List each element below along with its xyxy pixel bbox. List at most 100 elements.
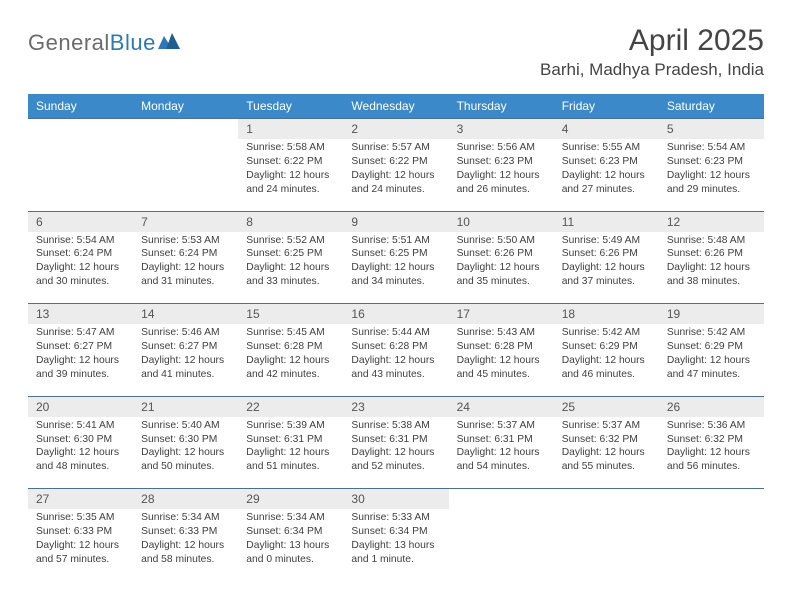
daylight-line1: Daylight: 12 hours [141, 354, 230, 368]
day-cell: Sunrise: 5:41 AMSunset: 6:30 PMDaylight:… [28, 417, 133, 489]
day-cell: Sunrise: 5:44 AMSunset: 6:28 PMDaylight:… [343, 324, 448, 396]
day-cell: Sunrise: 5:57 AMSunset: 6:22 PMDaylight:… [343, 139, 448, 211]
sunrise-text: Sunrise: 5:48 AM [667, 234, 756, 248]
day-number: 14 [133, 304, 238, 325]
day-number: 30 [343, 489, 448, 510]
day-cell: Sunrise: 5:49 AMSunset: 6:26 PMDaylight:… [554, 232, 659, 304]
day-cell: Sunrise: 5:47 AMSunset: 6:27 PMDaylight:… [28, 324, 133, 396]
day-cell [554, 509, 659, 581]
day-number: 24 [449, 396, 554, 417]
sunrise-text: Sunrise: 5:44 AM [351, 326, 440, 340]
day-cell [28, 139, 133, 211]
day-number: 18 [554, 304, 659, 325]
day-cell: Sunrise: 5:56 AMSunset: 6:23 PMDaylight:… [449, 139, 554, 211]
day-number: 23 [343, 396, 448, 417]
daylight-line1: Daylight: 12 hours [351, 261, 440, 275]
sunset-text: Sunset: 6:32 PM [562, 433, 651, 447]
day-number: 28 [133, 489, 238, 510]
daylight-line1: Daylight: 12 hours [562, 169, 651, 183]
sunset-text: Sunset: 6:22 PM [351, 155, 440, 169]
daylight-line1: Daylight: 12 hours [457, 261, 546, 275]
daylight-line2: and 50 minutes. [141, 460, 230, 474]
day-cell: Sunrise: 5:45 AMSunset: 6:28 PMDaylight:… [238, 324, 343, 396]
day-number: 20 [28, 396, 133, 417]
sunset-text: Sunset: 6:32 PM [667, 433, 756, 447]
day-number: 7 [133, 211, 238, 232]
day-number: 12 [659, 211, 764, 232]
sunrise-text: Sunrise: 5:55 AM [562, 141, 651, 155]
sunrise-text: Sunrise: 5:46 AM [141, 326, 230, 340]
daylight-line2: and 47 minutes. [667, 368, 756, 382]
daylight-line2: and 43 minutes. [351, 368, 440, 382]
day-header: Thursday [449, 94, 554, 119]
sunset-text: Sunset: 6:23 PM [667, 155, 756, 169]
day-cell: Sunrise: 5:38 AMSunset: 6:31 PMDaylight:… [343, 417, 448, 489]
day-cell: Sunrise: 5:37 AMSunset: 6:32 PMDaylight:… [554, 417, 659, 489]
sunrise-text: Sunrise: 5:57 AM [351, 141, 440, 155]
daylight-line2: and 0 minutes. [246, 553, 335, 567]
sunrise-text: Sunrise: 5:37 AM [457, 419, 546, 433]
header: GeneralBlue April 2025 Barhi, Madhya Pra… [28, 24, 764, 80]
daylight-line2: and 54 minutes. [457, 460, 546, 474]
day-cell: Sunrise: 5:37 AMSunset: 6:31 PMDaylight:… [449, 417, 554, 489]
triangle-icon [158, 33, 180, 54]
calendar-table: SundayMondayTuesdayWednesdayThursdayFrid… [28, 94, 764, 581]
daylight-line1: Daylight: 12 hours [667, 446, 756, 460]
sunset-text: Sunset: 6:28 PM [246, 340, 335, 354]
logo: GeneralBlue [28, 30, 180, 56]
day-header: Wednesday [343, 94, 448, 119]
daylight-line2: and 1 minute. [351, 553, 440, 567]
daylight-line2: and 29 minutes. [667, 183, 756, 197]
sunset-text: Sunset: 6:28 PM [457, 340, 546, 354]
day-number [554, 489, 659, 510]
sunset-text: Sunset: 6:34 PM [351, 525, 440, 539]
sunset-text: Sunset: 6:33 PM [36, 525, 125, 539]
sunrise-text: Sunrise: 5:35 AM [36, 511, 125, 525]
daylight-line1: Daylight: 12 hours [36, 354, 125, 368]
sunset-text: Sunset: 6:30 PM [141, 433, 230, 447]
sunrise-text: Sunrise: 5:40 AM [141, 419, 230, 433]
daylight-line2: and 33 minutes. [246, 275, 335, 289]
day-cell: Sunrise: 5:58 AMSunset: 6:22 PMDaylight:… [238, 139, 343, 211]
sunrise-text: Sunrise: 5:47 AM [36, 326, 125, 340]
sunset-text: Sunset: 6:23 PM [457, 155, 546, 169]
daylight-line1: Daylight: 12 hours [246, 446, 335, 460]
sunrise-text: Sunrise: 5:41 AM [36, 419, 125, 433]
daylight-line1: Daylight: 12 hours [36, 446, 125, 460]
day-cell: Sunrise: 5:35 AMSunset: 6:33 PMDaylight:… [28, 509, 133, 581]
location: Barhi, Madhya Pradesh, India [540, 60, 764, 80]
logo-text: GeneralBlue [28, 30, 156, 56]
daylight-line1: Daylight: 12 hours [562, 446, 651, 460]
day-header: Friday [554, 94, 659, 119]
daylight-line2: and 41 minutes. [141, 368, 230, 382]
day-cell: Sunrise: 5:51 AMSunset: 6:25 PMDaylight:… [343, 232, 448, 304]
day-number: 10 [449, 211, 554, 232]
daylight-line2: and 24 minutes. [246, 183, 335, 197]
day-number: 4 [554, 119, 659, 140]
daylight-line1: Daylight: 12 hours [36, 261, 125, 275]
sunset-text: Sunset: 6:27 PM [36, 340, 125, 354]
sunrise-text: Sunrise: 5:45 AM [246, 326, 335, 340]
sunset-text: Sunset: 6:25 PM [246, 247, 335, 261]
daylight-line2: and 57 minutes. [36, 553, 125, 567]
sunrise-text: Sunrise: 5:52 AM [246, 234, 335, 248]
sunset-text: Sunset: 6:28 PM [351, 340, 440, 354]
sunrise-text: Sunrise: 5:42 AM [667, 326, 756, 340]
sunset-text: Sunset: 6:24 PM [141, 247, 230, 261]
sunrise-text: Sunrise: 5:53 AM [141, 234, 230, 248]
day-cell: Sunrise: 5:50 AMSunset: 6:26 PMDaylight:… [449, 232, 554, 304]
day-cell: Sunrise: 5:46 AMSunset: 6:27 PMDaylight:… [133, 324, 238, 396]
daylight-line2: and 48 minutes. [36, 460, 125, 474]
daylight-line1: Daylight: 12 hours [351, 354, 440, 368]
day-number: 5 [659, 119, 764, 140]
daylight-line2: and 46 minutes. [562, 368, 651, 382]
sunrise-text: Sunrise: 5:58 AM [246, 141, 335, 155]
day-number: 22 [238, 396, 343, 417]
logo-blue: Blue [110, 30, 156, 55]
day-number [659, 489, 764, 510]
daylight-line1: Daylight: 12 hours [667, 261, 756, 275]
daylight-line2: and 38 minutes. [667, 275, 756, 289]
daylight-line1: Daylight: 12 hours [667, 354, 756, 368]
day-number: 29 [238, 489, 343, 510]
day-cell [659, 509, 764, 581]
